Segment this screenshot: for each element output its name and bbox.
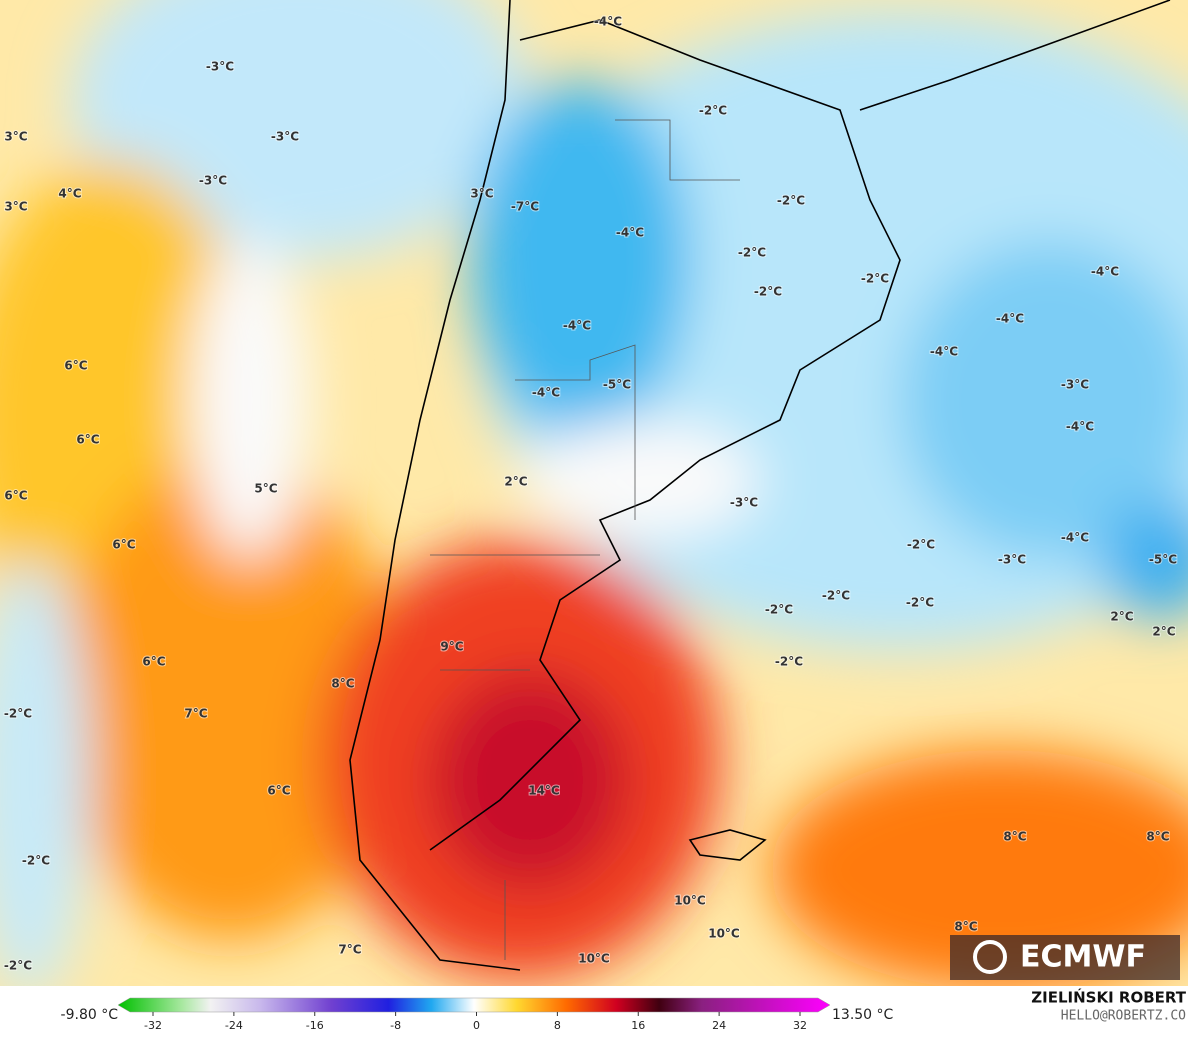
colorbar-min: -9.80 °C [61, 1007, 119, 1023]
temperature-label: -2°C [775, 655, 803, 669]
colorbar-ticks: -32 -24 -16 -8 0 8 16 24 32 [144, 1012, 807, 1032]
temperature-label: -3°C [730, 496, 758, 510]
temperature-label: 3°C [4, 200, 27, 214]
credit-email: HELLO@ROBERTZ.CO [1061, 1009, 1186, 1024]
temperature-labels: -4°C -3°C 3°C -3°C -2°C -3°C 4°C 3°C 3°C -7°C -4°C… [3, 14, 1178, 974]
temperature-label: -5°C [603, 378, 631, 392]
temperature-label: 10°C [708, 927, 740, 941]
temperature-label: -3°C [271, 130, 299, 144]
temperature-label: -2°C [699, 104, 727, 118]
colorbar-tick-label: -32 [144, 1019, 162, 1032]
temperature-label: 6°C [64, 359, 87, 373]
logo-icon [973, 940, 1007, 974]
temperature-label: 6°C [112, 538, 135, 552]
credit-name: ZIELIŃSKI ROBERT [1031, 988, 1186, 1007]
temperature-label: 6°C [4, 489, 27, 503]
colorbar-tick-label: 16 [631, 1019, 645, 1032]
colorbar-max: 13.50 °C [832, 1007, 894, 1023]
temperature-label: 6°C [267, 784, 290, 798]
temperature-label: -3°C [206, 60, 234, 74]
temperature-label: -3°C [998, 553, 1026, 567]
temperature-label: -3°C [1061, 378, 1089, 392]
colorbar-tick-label: -24 [225, 1019, 243, 1032]
temperature-label: 8°C [1146, 830, 1169, 844]
temperature-label: 6°C [76, 433, 99, 447]
temperature-label: 2°C [1152, 625, 1175, 639]
temperature-label: -2°C [4, 959, 32, 973]
colorbar-tick-label: -16 [306, 1019, 324, 1032]
temperature-label: -4°C [1091, 265, 1119, 279]
temperature-label: -2°C [777, 194, 805, 208]
colorbar-tick-label: 8 [554, 1019, 561, 1032]
colorbar-tick-label: 24 [712, 1019, 726, 1032]
temperature-label: 7°C [184, 707, 207, 721]
colorbar-tick-label: -8 [390, 1019, 401, 1032]
colorbar-tick-label: 0 [473, 1019, 480, 1032]
temperature-label: -2°C [738, 246, 766, 260]
temperature-label: -4°C [1066, 420, 1094, 434]
temperature-label: -2°C [4, 707, 32, 721]
temperature-label: 4°C [58, 187, 81, 201]
temperature-label: -2°C [861, 272, 889, 286]
temperature-label: -4°C [594, 15, 622, 29]
temperature-label: 8°C [954, 920, 977, 934]
temperature-label: 3°C [470, 187, 493, 201]
temperature-label: 2°C [504, 475, 527, 489]
temperature-label: -3°C [199, 174, 227, 188]
temperature-label: 6°C [142, 655, 165, 669]
temperature-label: -7°C [511, 200, 539, 214]
temperature-label: -4°C [996, 312, 1024, 326]
temperature-label: -4°C [1061, 531, 1089, 545]
temperature-label: 14°C [528, 784, 560, 798]
temperature-label: 10°C [578, 952, 610, 966]
temperature-label: -4°C [532, 386, 560, 400]
temperature-label: 7°C [338, 943, 361, 957]
temperature-label: 5°C [254, 482, 277, 496]
map [0, 0, 1188, 986]
temperature-label: -2°C [765, 603, 793, 617]
temperature-label: 2°C [1110, 610, 1133, 624]
temperature-label: -4°C [930, 345, 958, 359]
temperature-label: 9°C [440, 640, 463, 654]
temperature-label: -2°C [754, 285, 782, 299]
temperature-label: -2°C [906, 596, 934, 610]
temperature-label: 10°C [674, 894, 706, 908]
temperature-label: -2°C [22, 854, 50, 868]
temperature-label: 8°C [1003, 830, 1026, 844]
temperature-label: -5°C [1149, 553, 1177, 567]
temperature-label: -2°C [822, 589, 850, 603]
temperature-label: -4°C [563, 319, 591, 333]
logo: ECMWF [1020, 940, 1146, 975]
temperature-label: 3°C [4, 130, 27, 144]
temperature-label: 8°C [331, 677, 354, 691]
temperature-label: -4°C [616, 226, 644, 240]
colorbar-tick-label: 32 [793, 1019, 807, 1032]
temperature-label: -2°C [907, 538, 935, 552]
colorbar [117, 997, 831, 1013]
